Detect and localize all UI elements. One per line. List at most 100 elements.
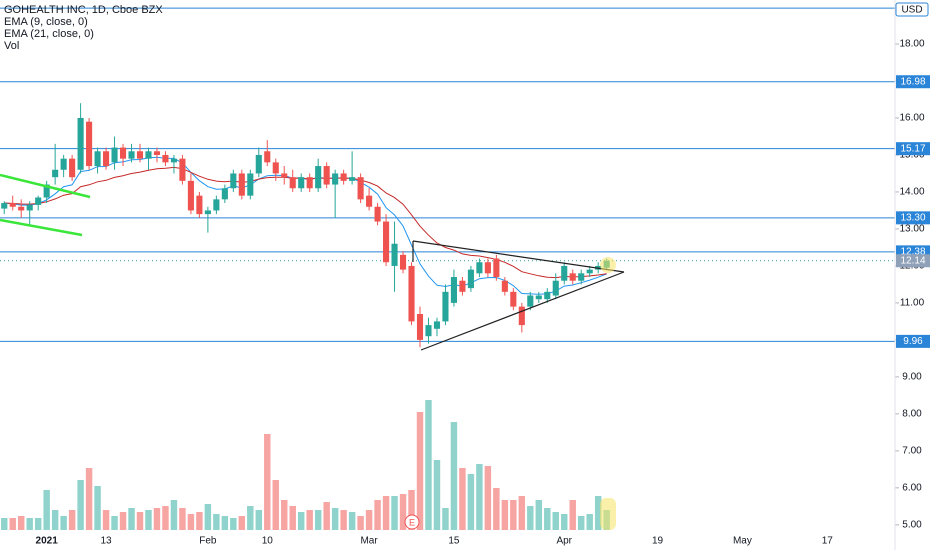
- volume-bar: [136, 512, 144, 530]
- volume-bar: [170, 500, 178, 530]
- candle-body: [94, 151, 101, 167]
- candle-body: [467, 269, 474, 289]
- volume-bar: [408, 490, 415, 530]
- candle-body: [561, 265, 568, 281]
- volume-bar: [586, 514, 593, 530]
- y-tick-label: 14.00: [899, 187, 924, 198]
- candle-body: [43, 184, 50, 198]
- y-tick-label: 13.00: [899, 224, 924, 235]
- volume-bar: [247, 506, 254, 530]
- candle-body: [136, 151, 144, 159]
- volume-bar: [510, 500, 517, 530]
- volume-bar: [527, 506, 534, 530]
- last-price-box: [896, 254, 930, 268]
- level-label: 12.38: [900, 247, 925, 258]
- volume-bar: [569, 500, 576, 530]
- volume-bar: [51, 510, 59, 530]
- candle-body: [544, 291, 551, 300]
- candle-body: [272, 162, 279, 174]
- candle-body: [221, 188, 228, 200]
- candle-body: [586, 269, 593, 274]
- candle-body: [170, 158, 177, 163]
- candle-body: [552, 280, 559, 296]
- candle-body: [425, 325, 432, 337]
- volume-bar: [230, 518, 237, 530]
- volume-bar: [459, 468, 466, 530]
- last-price-label: 12.14: [900, 255, 925, 266]
- volume-bar: [374, 500, 381, 530]
- volume-bar: [221, 516, 229, 530]
- volume-bar: [518, 496, 526, 530]
- candle-body: [103, 151, 110, 167]
- volume-bar: [467, 474, 475, 530]
- candle-body: [493, 258, 500, 278]
- candle-body: [77, 117, 84, 170]
- candle-body: [196, 195, 203, 215]
- volume-bar: [297, 512, 305, 530]
- candle-body: [340, 173, 347, 181]
- volume-bar: [255, 510, 263, 530]
- volume-bar: [1, 518, 8, 530]
- volume-bar: [382, 496, 390, 530]
- x-tick-label: 2021: [36, 536, 59, 547]
- volume-bar: [535, 500, 543, 530]
- candle-body: [119, 147, 127, 159]
- x-tick-label: 19: [652, 536, 664, 547]
- candle-body: [306, 177, 313, 189]
- volume-bar: [60, 516, 67, 530]
- volume-bar: [552, 512, 559, 530]
- volume-bar: [416, 412, 424, 530]
- candle-body: [476, 262, 483, 274]
- volume-bar: [179, 508, 186, 530]
- candle-body: [153, 151, 161, 155]
- earnings-icon[interactable]: [404, 514, 420, 530]
- indicator-label: EMA (21, close, 0): [4, 28, 94, 40]
- volume-bar: [340, 510, 347, 530]
- volume-bar: [94, 486, 101, 530]
- highlight: [600, 257, 616, 273]
- volume-bar: [331, 508, 339, 530]
- candle-body: [510, 291, 517, 307]
- level-label-box: [896, 142, 930, 156]
- candle-body: [213, 199, 220, 211]
- chart-title: GOHEALTH INC, 1D, Cboe BZX: [4, 4, 163, 16]
- candle-body: [501, 280, 508, 292]
- candle-body: [332, 173, 339, 185]
- volume-bar: [399, 494, 407, 530]
- y-tick-label: 16.00: [899, 113, 924, 124]
- y-tick-label: 7.00: [902, 445, 922, 456]
- volume-bar: [577, 516, 585, 530]
- volume-bar: [433, 460, 441, 530]
- candle-body: [86, 121, 93, 167]
- candle-body: [578, 273, 585, 281]
- level-label: 16.98: [900, 76, 925, 87]
- volume-bar: [442, 508, 449, 530]
- candle-body: [527, 295, 534, 307]
- volume-bar: [272, 480, 279, 530]
- volume-bar: [153, 508, 161, 530]
- candle-body: [518, 306, 525, 326]
- volume-bar: [289, 506, 296, 530]
- candle-body: [264, 151, 271, 163]
- level-label: 13.30: [900, 212, 925, 223]
- volume-bar: [594, 496, 602, 530]
- candle-body: [281, 173, 288, 178]
- trend-line: [412, 240, 625, 273]
- candle-body: [255, 154, 262, 174]
- y-tick-label: 11.00: [900, 298, 925, 309]
- volume-bar: [357, 516, 364, 530]
- candle-body: [399, 254, 407, 270]
- x-tick-label: Apr: [556, 536, 572, 547]
- candle-body: [162, 154, 169, 163]
- volume-bar: [450, 422, 458, 530]
- volume-bar: [34, 518, 42, 530]
- candle-body: [187, 180, 194, 211]
- candle-body: [459, 280, 466, 292]
- x-tick-label: Feb: [199, 536, 217, 547]
- level-label-box: [896, 211, 930, 225]
- volume-bar: [111, 516, 118, 530]
- candle-body: [69, 158, 76, 178]
- candle-body: [408, 265, 415, 322]
- currency-box[interactable]: [895, 2, 929, 17]
